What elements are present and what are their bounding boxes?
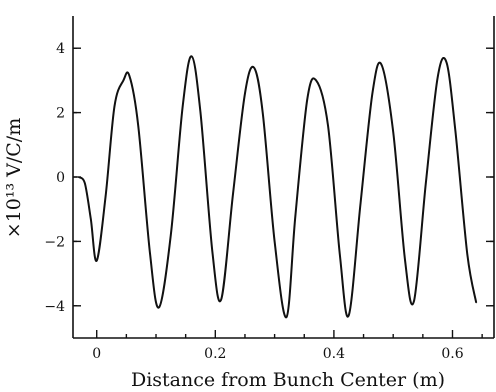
- series-point: [84, 182, 86, 184]
- series-point: [475, 302, 477, 304]
- series-layer: [78, 55, 478, 319]
- y-tick-label: −4: [44, 299, 65, 315]
- series-point: [158, 306, 160, 308]
- series-point: [437, 76, 439, 78]
- y-tick-label: 4: [56, 41, 65, 57]
- y-tick-label: 2: [56, 106, 65, 122]
- series-point: [191, 55, 193, 57]
- x-axis-label: Distance from Bunch Center (m): [131, 369, 445, 391]
- series-point: [285, 316, 288, 318]
- y-axis-ticks: −4 −2 0 2 4: [44, 41, 494, 315]
- y-tick-label: −2: [44, 234, 65, 250]
- plot-axes: [72, 16, 495, 339]
- series-point: [182, 105, 184, 107]
- series-point: [348, 314, 350, 317]
- series-point: [380, 63, 382, 65]
- series-point: [339, 253, 341, 255]
- series-point: [306, 99, 308, 101]
- series-point: [220, 298, 222, 300]
- x-axis-ticks: 0 0.2 0.4 0.6: [92, 330, 483, 362]
- series-point: [170, 234, 172, 236]
- series-point: [113, 105, 116, 107]
- series-point: [274, 240, 276, 242]
- series-point: [78, 176, 80, 178]
- series-point: [128, 75, 130, 77]
- series-point: [371, 92, 373, 94]
- series-point: [244, 92, 246, 94]
- series-point: [425, 182, 427, 184]
- series-point: [413, 300, 415, 302]
- x-tick-label: 0.2: [204, 346, 226, 362]
- series-point: [294, 215, 296, 217]
- series-point: [454, 131, 457, 133]
- y-axis-label: ×10¹³ V/C/m: [3, 118, 25, 238]
- wakefield-series-line: [78, 55, 478, 319]
- series-point: [392, 131, 394, 133]
- y-tick-label: 0: [56, 170, 65, 186]
- series-point: [466, 253, 468, 255]
- x-tick-label: 0.4: [323, 346, 345, 362]
- series-point: [96, 260, 98, 262]
- x-tick-label: 0.6: [441, 346, 463, 362]
- series-point: [122, 79, 124, 81]
- series-point: [315, 79, 317, 81]
- x-tick-label: 0: [92, 346, 101, 362]
- series-point: [199, 112, 202, 114]
- series-point: [149, 253, 151, 255]
- series-point: [327, 124, 329, 127]
- series-point: [404, 260, 406, 262]
- series-point: [90, 218, 92, 220]
- series-point: [360, 202, 362, 204]
- series-point: [253, 66, 255, 69]
- series-point: [232, 192, 234, 194]
- series-point: [446, 62, 448, 64]
- series-point: [137, 124, 139, 127]
- series-point: [262, 112, 264, 114]
- series-point: [105, 195, 107, 197]
- series-point: [211, 250, 213, 252]
